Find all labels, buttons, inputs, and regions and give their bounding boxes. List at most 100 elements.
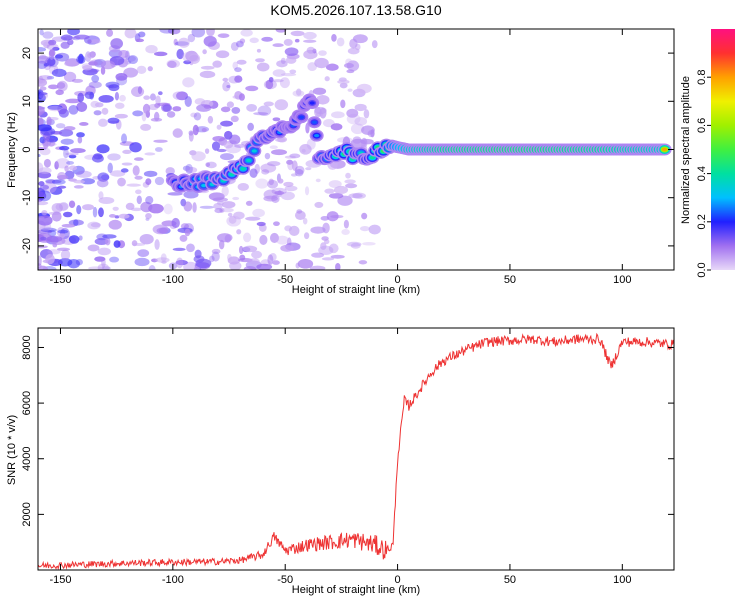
spectrogram-noise-blob [185,163,193,175]
spectrogram-noise-blob [178,37,190,48]
spectrogram-noise-blob [267,161,281,167]
spectrogram-noise-blob [155,257,170,263]
spectrogram-noise-blob [257,105,272,116]
spectrogram-noise-blob [354,117,368,126]
spectrogram-noise-blob [330,123,343,131]
spectrogram-noise-blob [297,259,314,269]
spectrogram-noise-blob [280,73,297,77]
spectrogram-noise-blob [186,243,195,253]
spectrogram-noise-blob [271,149,288,156]
spectrogram-noise-blob [283,38,293,46]
spectrogram-noise-blob [97,172,110,182]
spectrogram-noise-blob [47,57,56,67]
spectrogram-noise-blob [350,242,361,249]
spectrogram-noise-blob [362,241,376,246]
spectrogram-noise-blob [133,157,144,161]
spectrogram-noise-blob [57,258,73,267]
spectrogram-noise-blob [124,29,137,39]
spectrogram-noise-blob [221,201,236,209]
spectrogram-noise-blob [51,68,67,77]
spectrogram-noise-blob [272,43,284,48]
spectrogram-noise-blob [102,234,117,239]
spectrogram-noise-blob [172,247,186,252]
spectrogram-noise-blob [78,235,83,241]
spectrogram-noise-blob [267,179,279,189]
spectrogram-noise-blob [101,107,109,115]
spectrogram-noise-blob [205,162,211,167]
spectrogram-noise-blob [280,191,295,201]
spectrogram-noise-blob [163,203,173,215]
spectrogram-x-tick-label: 0 [395,274,401,286]
spectrogram-noise-blob [110,170,126,177]
spectrogram-noise-blob [156,227,169,234]
spectrogram-noise-blob [252,208,265,218]
spectrogram-noise-blob [291,160,298,171]
spectrogram-noise-blob [345,183,358,189]
spectrogram-noise-blob [110,38,123,50]
spectrogram-noise-blob [371,40,378,49]
spectrogram-noise-blob [64,60,79,67]
spectrogram-noise-blob [166,59,180,68]
spectrogram-noise-blob [279,77,290,89]
spectrogram-noise-blob [264,152,271,160]
spectrogram-ridge-cell [311,120,318,124]
spectrogram-noise-blob [276,60,288,68]
spectrogram-noise-blob [239,38,246,44]
spectrogram-noise-blob [330,111,345,119]
colorbar: 0.0 0.2 0.4 0.6 0.8 Normalized spectral ampl… [680,29,735,278]
spectrogram-noise-blob [243,266,257,270]
spectrogram-noise-blob [92,206,98,218]
spectrogram-noise-blob [150,117,163,122]
spectrogram-ridge-cell [314,133,320,138]
spectrogram-noise-blob [143,170,158,177]
spectrogram-noise-blob [93,110,102,116]
spectrogram-noise-blob [112,206,119,211]
spectrogram-noise-blob [39,86,47,91]
spectrogram-noise-blob [346,241,362,247]
spectrogram-noise-blob [199,70,216,79]
spectrogram-noise-blob [274,99,289,111]
spectrogram-noise-blob [215,50,230,59]
spectrogram-noise-blob [295,88,302,96]
spectrogram-noise-blob [131,86,145,97]
snr-y-tick-label: 4000 [21,446,33,470]
spectrogram-noise-blob [38,105,45,116]
spectrogram-noise-blob [359,225,370,232]
spectrogram-noise-blob [120,168,129,173]
spectrogram-noise-blob [263,101,274,107]
spectrogram-noise-blob [132,110,144,117]
spectrogram-noise-blob [246,103,258,112]
spectrogram-noise-blob [368,224,381,235]
spectrogram-noise-blob [226,85,231,89]
spectrogram-noise-blob [108,219,122,230]
spectrogram-noise-blob [203,104,211,109]
spectrogram-noise-blob [46,235,63,243]
spectrogram-noise-blob [280,244,294,252]
spectrogram-noise-blob [56,174,69,180]
spectrogram-noise-blob [39,29,44,36]
spectrogram-noise-blob [326,211,339,222]
spectrogram-noise-blob [251,250,263,259]
snr-y-tick-label: 8000 [21,335,33,359]
spectrogram-noise-blob [183,190,199,199]
spectrogram-noise-blob [60,34,73,41]
spectrogram-noise-blob [38,265,49,270]
spectrogram-noise-blob [352,192,366,199]
spectrogram-noise-blob [118,213,130,219]
spectrogram-noise-blob [59,232,66,239]
spectrogram-noise-blob [343,63,354,69]
spectrogram-noise-blob [38,46,47,52]
spectrogram-noise-blob [294,38,300,43]
spectrogram-noise-blob [47,105,63,112]
spectrogram-noise-blob [121,133,128,144]
spectrogram-noise-blob [331,33,337,42]
spectrogram-noise-blob [253,112,269,116]
spectrogram-noise-blob [48,39,57,46]
spectrogram-noise-blob [256,48,261,53]
spectrogram-noise-blob [263,189,279,200]
spectrogram-noise-blob [316,94,330,105]
spectrogram-noise-blob [60,138,74,145]
colorbar-gradient [711,29,735,270]
spectrogram-noise-blob [145,44,158,54]
